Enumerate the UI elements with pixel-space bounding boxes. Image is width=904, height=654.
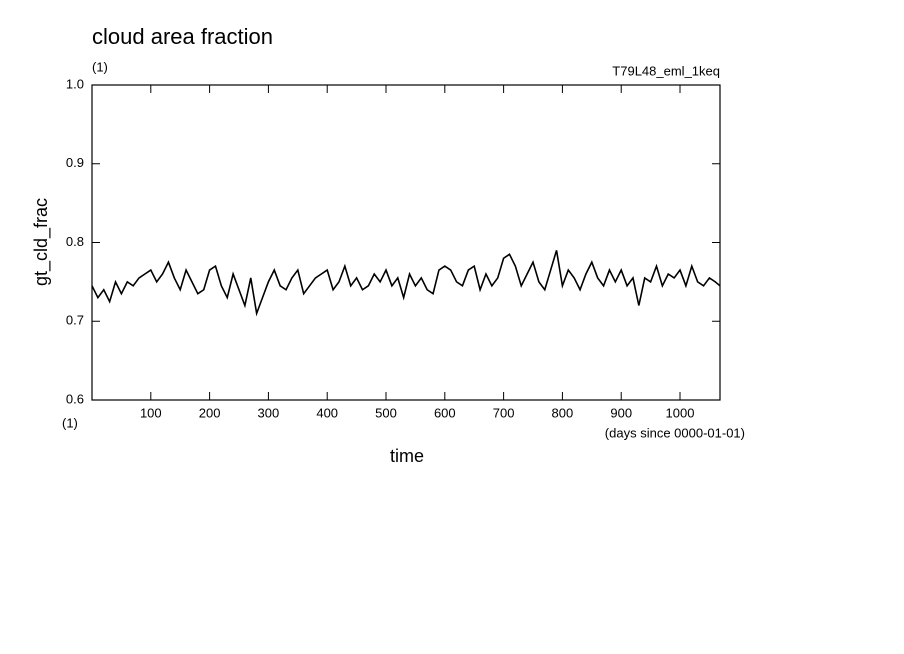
x-tick-label: 300 (258, 405, 280, 420)
y-tick-label: 1.0 (66, 76, 84, 91)
x-unit: (1) (62, 415, 78, 430)
chart-title: cloud area fraction (92, 24, 273, 49)
y-axis-label: gt_cld_frac (31, 198, 52, 286)
annotation: T79L48_eml_1keq (612, 63, 720, 78)
data-line (91, 250, 721, 317)
x-tick-label: 900 (610, 405, 632, 420)
x-tick-label: 500 (375, 405, 397, 420)
x-tick-label: 100 (140, 405, 162, 420)
y-tick-label: 0.6 (66, 391, 84, 406)
x-note: (days since 0000-01-01) (605, 425, 745, 440)
x-tick-label: 1000 (666, 405, 695, 420)
x-tick-label: 400 (316, 405, 338, 420)
y-tick-label: 0.7 (66, 313, 84, 328)
x-tick-label: 600 (434, 405, 456, 420)
x-tick-label: 700 (493, 405, 515, 420)
y-tick-label: 0.9 (66, 155, 84, 170)
y-tick-label: 0.8 (66, 234, 84, 249)
x-tick-label: 800 (552, 405, 574, 420)
x-axis-label: time (390, 446, 424, 466)
plot-frame (91, 84, 721, 401)
chart-subtitle: (1) (92, 59, 108, 74)
x-tick-label: 200 (199, 405, 221, 420)
